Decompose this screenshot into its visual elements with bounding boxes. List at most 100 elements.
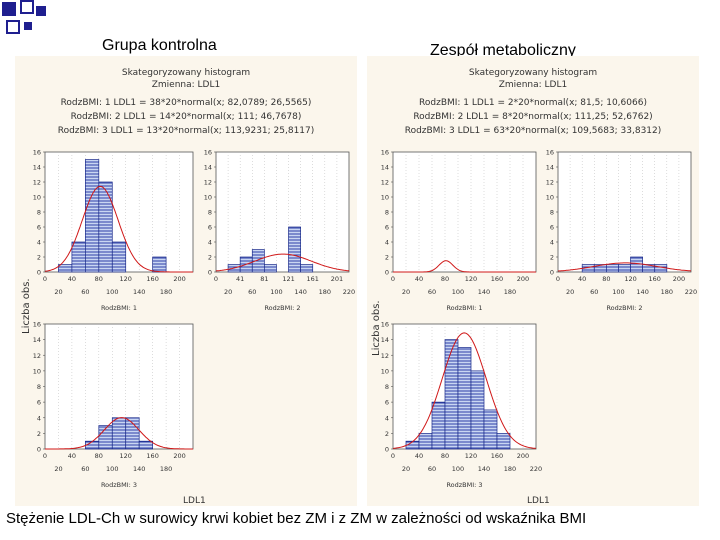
x-tick-label: 120 (465, 452, 477, 460)
x-tick-label: 180 (504, 465, 516, 473)
y-tick-label: 10 (381, 194, 389, 202)
histogram-bar (125, 417, 140, 450)
x-tick-label: 40 (415, 275, 423, 283)
x-tick-label: 200 (173, 275, 185, 283)
header-right: Zespół metaboliczny (430, 42, 576, 59)
x-tick-label: 120 (120, 275, 132, 283)
normal-fit-curve (45, 417, 193, 450)
y-tick-label: 16 (33, 149, 41, 157)
y-tick-label: 0 (37, 269, 41, 277)
y-tick-label: 14 (204, 164, 212, 172)
y-tick-label: 16 (381, 321, 389, 329)
histogram-bar (444, 339, 459, 450)
x-tick-label: 160 (491, 275, 503, 283)
x-tick-label: 100 (106, 288, 118, 296)
y-tick-label: 12 (381, 352, 389, 360)
y-tick-label: 6 (550, 224, 554, 232)
y-tick-label: 8 (385, 383, 389, 391)
y-tick-label: 0 (37, 446, 41, 454)
histogram-bar (630, 256, 643, 273)
x-tick-label: 200 (517, 452, 529, 460)
y-tick-label: 12 (33, 352, 41, 360)
y-tick-label: 10 (33, 194, 41, 202)
y-tick-label: 2 (37, 430, 41, 438)
x-tick-label: 40 (415, 452, 423, 460)
x-tick-label: 100 (270, 288, 282, 296)
y-tick-label: 8 (208, 209, 212, 217)
x-tick-label: 100 (452, 288, 464, 296)
y-tick-label: 14 (33, 336, 41, 344)
x-tick-label: 80 (95, 275, 103, 283)
normal-fit-curve (44, 185, 193, 273)
histogram-bar (457, 347, 472, 450)
histogram-bar (71, 241, 86, 273)
x-tick-label: 140 (294, 288, 306, 296)
x-tick-label: 201 (331, 275, 343, 283)
y-tick-label: 14 (546, 164, 554, 172)
y-tick-label: 10 (546, 194, 554, 202)
y-tick-label: 2 (208, 254, 212, 262)
slide-caption: Stężenie LDL-Ch w surowicy krwi kobiet b… (6, 510, 587, 527)
x-tick-label: 120 (465, 275, 477, 283)
y-tick-label: 10 (204, 194, 212, 202)
histogram-bar (138, 440, 153, 450)
x-tick-label: 140 (133, 465, 145, 473)
y-tick-label: 2 (385, 430, 389, 438)
x-tick-label: 180 (160, 288, 172, 296)
x-tick-label: 140 (636, 288, 648, 296)
x-tick-label: 161 (307, 275, 319, 283)
histogram-bar (98, 181, 113, 273)
x-tick-label: 200 (517, 275, 529, 283)
x-tick-label: 60 (81, 465, 89, 473)
x-tick-label: 80 (441, 275, 449, 283)
histogram-bar (418, 433, 433, 450)
y-tick-label: 6 (37, 224, 41, 232)
x-tick-label: 60 (248, 288, 256, 296)
x-tick-label: 140 (133, 288, 145, 296)
x-tick-label: 140 (478, 288, 490, 296)
y-tick-label: 8 (385, 209, 389, 217)
x-tick-label: 100 (612, 288, 624, 296)
x-tick-label: 120 (624, 275, 636, 283)
x-tick-label: 100 (452, 465, 464, 473)
y-tick-label: 4 (37, 239, 41, 247)
y-tick-label: 16 (381, 149, 389, 157)
plot-frame (215, 151, 350, 273)
x-tick-label: 220 (685, 288, 697, 296)
plot-frame (392, 151, 537, 273)
y-tick-label: 10 (33, 367, 41, 375)
y-tick-label: 12 (33, 179, 41, 187)
y-tick-label: 0 (385, 269, 389, 277)
y-tick-label: 10 (381, 367, 389, 375)
histogram-bar (152, 256, 167, 273)
histogram-bar (251, 249, 265, 273)
y-tick-label: 2 (385, 254, 389, 262)
y-tick-label: 2 (550, 254, 554, 262)
histogram-bar (58, 264, 73, 273)
y-tick-label: 12 (381, 179, 389, 187)
x-tick-label: 160 (146, 452, 158, 460)
panel-left-title: Skategoryzowany histogram (121, 68, 251, 78)
chart-subtitle: RodzBMI: 3 (446, 481, 482, 489)
decorative-squares (0, 0, 60, 40)
x-tick-label: 160 (649, 275, 661, 283)
y-tick-label: 0 (550, 269, 554, 277)
x-tick-label: 20 (566, 288, 574, 296)
x-tick-label: 0 (214, 275, 218, 283)
plot-frame (557, 151, 692, 273)
x-tick-label: 100 (106, 465, 118, 473)
y-tick-label: 8 (550, 209, 554, 217)
panel-left-xlabel: LDL1 (183, 496, 206, 506)
chart-subtitle: RodzBMI: 1 (101, 304, 137, 312)
x-tick-label: 60 (428, 288, 436, 296)
normal-fit-curve (215, 253, 350, 272)
y-tick-label: 8 (37, 209, 41, 217)
panel-left-legend-1: RodzBMI: 1 LDL1 = 38*20*normal(x; 82,078… (60, 98, 312, 108)
normal-fit-curve (557, 262, 692, 272)
x-tick-label: 20 (224, 288, 232, 296)
x-tick-label: 120 (120, 452, 132, 460)
normal-fit-curve (393, 260, 536, 273)
